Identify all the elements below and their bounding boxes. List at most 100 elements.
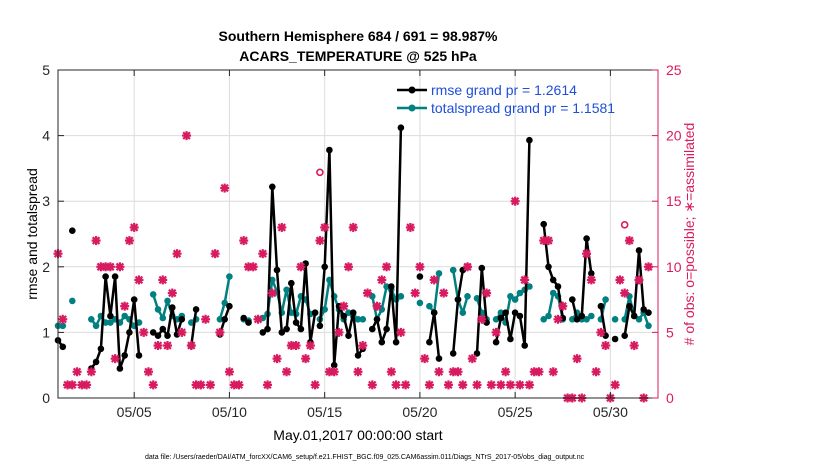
y-right-tick-label: 20 bbox=[666, 128, 682, 144]
rmse-point bbox=[154, 332, 162, 340]
rmse-point bbox=[164, 332, 171, 340]
obs-assimilated-marker bbox=[148, 380, 158, 390]
obs-assimilated-marker bbox=[291, 341, 301, 351]
obs-assimilated-marker bbox=[182, 131, 192, 141]
obs-assimilated-marker bbox=[86, 367, 96, 377]
asterisk-stroke bbox=[225, 367, 234, 376]
rmse-point bbox=[330, 361, 338, 369]
asterisk-stroke bbox=[434, 367, 444, 376]
rmse-point bbox=[383, 325, 390, 333]
rmse-point bbox=[583, 235, 590, 242]
y-left-tick-label: 1 bbox=[42, 324, 50, 340]
asterisk-stroke bbox=[582, 249, 591, 258]
asterisk-stroke bbox=[168, 288, 177, 298]
obs-assimilated-marker bbox=[158, 275, 168, 285]
obs-assimilated-marker bbox=[220, 183, 230, 193]
obs-assimilated-marker bbox=[172, 249, 182, 259]
spread-point bbox=[635, 316, 643, 323]
asterisk-stroke bbox=[106, 262, 115, 271]
rmse-point bbox=[454, 296, 462, 303]
asterisk-stroke bbox=[501, 367, 510, 376]
x-tick-label: 05/05 bbox=[117, 404, 152, 420]
x-tick-label: 05/25 bbox=[498, 404, 533, 420]
asterisk-stroke bbox=[315, 236, 325, 245]
rmse-line-segment bbox=[318, 148, 364, 367]
asterisk-stroke bbox=[353, 367, 363, 376]
obs-assimilated-marker bbox=[634, 275, 644, 285]
obs-assimilated-marker bbox=[282, 367, 292, 377]
rmse-point bbox=[502, 309, 509, 317]
rmse-point bbox=[121, 352, 128, 359]
obs-assimilated-marker bbox=[586, 275, 596, 285]
rmse-point bbox=[507, 335, 514, 343]
asterisk-stroke bbox=[115, 262, 125, 271]
rmse-point bbox=[426, 338, 433, 346]
spread-point bbox=[588, 312, 595, 320]
asterisk-stroke bbox=[620, 288, 629, 298]
asterisk-stroke bbox=[210, 249, 220, 258]
obs-assimilated-marker bbox=[339, 301, 349, 311]
obs-assimilated-marker bbox=[643, 262, 653, 272]
spread-point bbox=[459, 309, 467, 317]
obs-assimilated-marker bbox=[234, 380, 244, 390]
obs-assimilated-marker bbox=[582, 249, 592, 259]
obs-possible-marker bbox=[620, 221, 629, 229]
rmse-point bbox=[159, 325, 167, 333]
asterisk-stroke bbox=[172, 249, 182, 258]
rmse-point bbox=[549, 276, 557, 284]
obs-assimilated-marker bbox=[258, 249, 268, 259]
rmse-point bbox=[316, 322, 324, 330]
rmse-point bbox=[430, 309, 438, 317]
obs-assimilated-marker bbox=[201, 314, 211, 324]
spread-point bbox=[92, 322, 100, 330]
asterisk-stroke bbox=[301, 354, 310, 363]
obs-assimilated-marker bbox=[267, 288, 277, 298]
spread-point bbox=[516, 289, 524, 297]
asterisk-stroke bbox=[430, 275, 439, 285]
obs-assimilated-marker bbox=[215, 327, 225, 337]
asterisk-stroke bbox=[91, 236, 101, 245]
rmse-point bbox=[259, 329, 267, 336]
rmse-point bbox=[540, 220, 547, 228]
y-left-tick-label: 3 bbox=[42, 193, 50, 209]
asterisk-stroke bbox=[510, 197, 520, 206]
asterisk-stroke bbox=[587, 275, 596, 285]
asterisk-stroke bbox=[382, 262, 391, 271]
obs-assimilated-marker bbox=[91, 236, 101, 246]
x-tick-label: 05/15 bbox=[307, 404, 342, 420]
spread-point bbox=[59, 322, 67, 330]
asterisk-stroke bbox=[634, 275, 644, 285]
legend-rmse-marker bbox=[408, 86, 416, 94]
rmse-point bbox=[545, 263, 552, 271]
obs-assimilated-marker bbox=[320, 222, 330, 232]
asterisk-stroke bbox=[363, 288, 372, 298]
spread-point bbox=[416, 299, 424, 307]
obs-assimilated-marker bbox=[353, 367, 363, 377]
rmse-point bbox=[240, 314, 247, 322]
obs-assimilated-marker bbox=[410, 288, 420, 298]
y-left-tick-label: 0 bbox=[42, 390, 50, 406]
spread-point bbox=[359, 316, 367, 323]
asterisk-stroke bbox=[249, 262, 258, 271]
obs-assimilated-marker bbox=[591, 367, 601, 377]
rmse-point bbox=[288, 279, 295, 287]
asterisk-stroke bbox=[330, 367, 339, 376]
asterisk-stroke bbox=[525, 380, 534, 390]
asterisk-stroke bbox=[87, 367, 96, 376]
obs-assimilated-marker bbox=[610, 380, 620, 390]
rmse-point bbox=[645, 309, 652, 317]
obs-assimilated-marker bbox=[415, 262, 425, 272]
obs-assimilated-marker bbox=[615, 275, 625, 285]
asterisk-stroke bbox=[120, 302, 129, 311]
obs-assimilated-marker bbox=[624, 236, 634, 246]
asterisk-stroke bbox=[239, 236, 248, 245]
rmse-point bbox=[221, 316, 228, 323]
rmse-point bbox=[102, 273, 109, 280]
asterisk-stroke bbox=[491, 328, 501, 337]
obs-assimilated-marker bbox=[253, 314, 263, 324]
asterisk-stroke bbox=[310, 380, 320, 390]
rmse-point bbox=[273, 266, 281, 274]
obs-assimilated-marker bbox=[248, 262, 258, 272]
obs-assimilated-marker bbox=[301, 354, 311, 364]
